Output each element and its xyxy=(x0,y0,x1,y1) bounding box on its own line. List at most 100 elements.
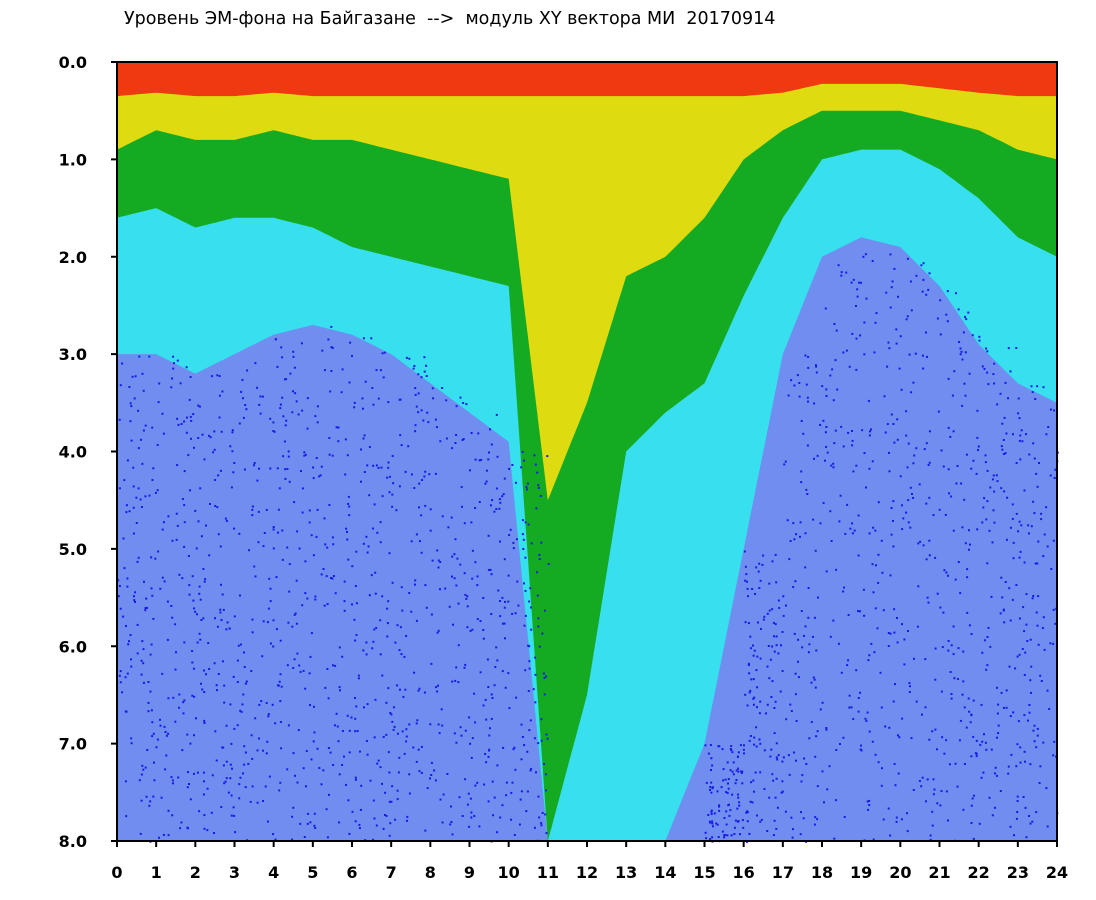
heatmap-dot xyxy=(761,563,764,566)
heatmap-dot xyxy=(1038,462,1040,464)
heatmap-dot xyxy=(376,531,379,534)
heatmap-dot xyxy=(871,563,874,566)
heatmap-dot xyxy=(862,588,865,591)
heatmap-dot xyxy=(1054,622,1057,625)
heatmap-dot xyxy=(709,788,711,791)
heatmap-dot xyxy=(253,464,255,467)
heatmap-dot xyxy=(138,779,141,782)
heatmap-dot xyxy=(249,800,252,803)
heatmap-dot xyxy=(208,668,211,670)
heatmap-dot xyxy=(174,668,177,671)
heatmap-dot xyxy=(129,634,132,636)
heatmap-dot xyxy=(748,832,751,835)
heatmap-dot xyxy=(402,695,405,698)
heatmap-dot xyxy=(747,664,750,666)
heatmap-dot xyxy=(799,535,801,538)
heatmap-dot xyxy=(731,793,734,796)
heatmap-dot xyxy=(755,669,758,672)
heatmap-dot xyxy=(335,712,338,715)
heatmap-dot xyxy=(337,740,340,743)
heatmap-dot xyxy=(980,776,983,779)
heatmap-dot xyxy=(203,580,206,583)
heatmap-dot xyxy=(308,509,311,512)
heatmap-dot xyxy=(276,467,279,470)
heatmap-dot xyxy=(382,376,385,379)
heatmap-dot xyxy=(178,706,180,709)
heatmap-dot xyxy=(434,779,437,782)
heatmap-dot xyxy=(864,253,867,256)
heatmap-dot xyxy=(482,597,485,599)
heatmap-dot xyxy=(1024,806,1027,809)
heatmap-dot xyxy=(773,650,776,653)
heatmap-dot xyxy=(986,664,989,667)
heatmap-dot xyxy=(452,623,454,626)
heatmap-dot xyxy=(381,495,384,498)
heatmap-dot xyxy=(240,390,243,393)
heatmap-dot xyxy=(483,783,486,786)
heatmap-dot xyxy=(795,720,798,722)
heatmap-dot xyxy=(272,833,274,836)
heatmap-dot xyxy=(232,806,235,809)
heatmap-dot xyxy=(161,412,164,415)
heatmap-dot xyxy=(924,658,927,661)
heatmap-dot xyxy=(148,804,151,807)
heatmap-dot xyxy=(304,592,307,595)
heatmap-dot xyxy=(376,762,379,765)
heatmap-dot xyxy=(877,761,880,764)
heatmap-dot xyxy=(485,718,488,721)
heatmap-dot xyxy=(710,810,713,813)
y-tick-label: 3.0 xyxy=(59,345,87,364)
heatmap-dot xyxy=(202,771,205,774)
heatmap-dot xyxy=(545,733,548,736)
heatmap-dot xyxy=(413,671,416,674)
heatmap-dot xyxy=(1016,655,1019,658)
heatmap-dot xyxy=(508,467,511,470)
heatmap-dot xyxy=(242,397,244,400)
heatmap-dot xyxy=(134,601,136,603)
heatmap-dot xyxy=(734,782,737,785)
heatmap-dot xyxy=(463,666,466,669)
heatmap-dot xyxy=(539,494,542,497)
heatmap-dot xyxy=(773,635,775,638)
heatmap-dot xyxy=(340,391,343,394)
heatmap-dot xyxy=(298,547,301,550)
heatmap-dot xyxy=(852,470,855,473)
heatmap-dot xyxy=(899,475,902,478)
heatmap-dot xyxy=(502,746,505,749)
heatmap-dot xyxy=(388,491,391,494)
heatmap-dot xyxy=(455,434,458,436)
heatmap-dot xyxy=(1052,754,1055,757)
heatmap-dot xyxy=(834,359,837,362)
heatmap-dot xyxy=(805,763,808,765)
heatmap-dot xyxy=(733,833,736,835)
heatmap-dot xyxy=(199,598,202,601)
heatmap-dot xyxy=(441,515,444,518)
heatmap-dot xyxy=(245,680,248,683)
heatmap-dot xyxy=(1030,525,1033,528)
heatmap-dot xyxy=(306,822,309,825)
heatmap-dot xyxy=(943,569,946,572)
heatmap-dot xyxy=(119,681,122,684)
heatmap-dot xyxy=(877,581,880,584)
heatmap-dot xyxy=(455,666,458,669)
heatmap-dot xyxy=(230,486,233,489)
heatmap-dot xyxy=(265,508,268,511)
heatmap-dot xyxy=(461,439,464,441)
heatmap-dot xyxy=(855,464,858,467)
heatmap-dot xyxy=(906,257,909,260)
heatmap-dot xyxy=(408,792,411,795)
heatmap-dot xyxy=(387,687,390,690)
heatmap-dot xyxy=(242,416,245,419)
heatmap-dot xyxy=(181,749,184,752)
heatmap-dot xyxy=(446,773,449,775)
heatmap-dot xyxy=(162,521,165,524)
heatmap-dot xyxy=(950,495,953,498)
heatmap-dot xyxy=(751,801,754,804)
heatmap-dot xyxy=(955,482,958,485)
heatmap-dot xyxy=(541,632,544,635)
heatmap-dot xyxy=(909,526,912,529)
heatmap-dot xyxy=(148,355,151,358)
heatmap-dot xyxy=(965,453,968,456)
heatmap-dot xyxy=(829,510,832,513)
heatmap-dot xyxy=(850,281,853,284)
